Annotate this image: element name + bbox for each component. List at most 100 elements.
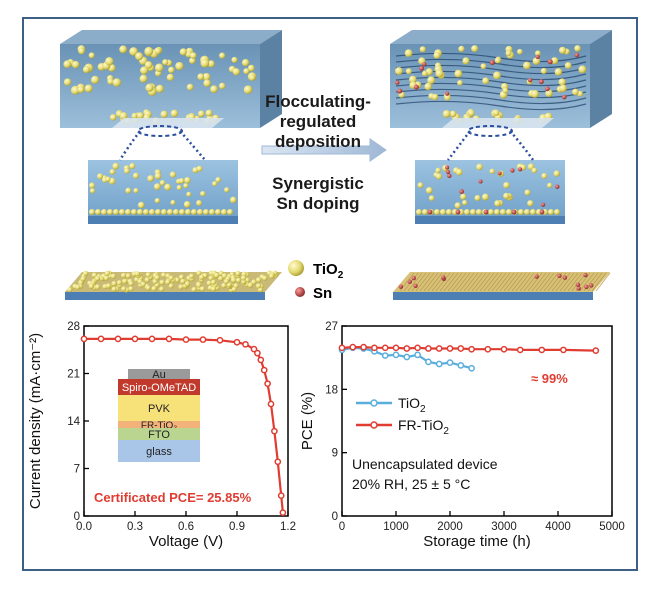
tio2-particle xyxy=(134,271,140,277)
data-point xyxy=(457,345,465,352)
tio2-particle xyxy=(125,209,131,215)
tio2-particle xyxy=(545,89,553,98)
doping-line-1: Synergistic xyxy=(272,174,364,193)
tio2-particle xyxy=(559,46,567,54)
y-axis-label: Current density (mA·cm⁻²) xyxy=(27,333,44,509)
tio2-particle xyxy=(422,209,428,215)
x-axis-label: Voltage (V) xyxy=(149,533,223,550)
tio2-particle xyxy=(189,52,197,59)
sn-particle xyxy=(445,165,450,170)
floc-strand xyxy=(395,100,587,111)
tio2-particle xyxy=(551,57,559,65)
tio2-particle xyxy=(208,275,214,281)
y-tick-label: 7 xyxy=(74,464,80,476)
sn-particle xyxy=(511,209,517,215)
left-film-surface xyxy=(65,270,282,300)
tio2-particle xyxy=(144,46,154,56)
sn-particle xyxy=(584,284,589,290)
left-film-zoom xyxy=(88,125,238,224)
tio2-particle xyxy=(212,181,218,187)
tio2-particle xyxy=(111,280,117,287)
right-film-zoom xyxy=(415,125,565,224)
tio2-particle xyxy=(449,110,457,118)
tio2-particle xyxy=(161,209,167,215)
tio2-particle xyxy=(493,109,500,116)
tio2-particle xyxy=(179,48,187,56)
tio2-particle xyxy=(159,286,165,292)
tio2-particle xyxy=(218,82,226,90)
plot-frame xyxy=(341,325,613,517)
tio2-particle xyxy=(219,52,226,59)
tio2-particle xyxy=(247,282,253,288)
data-point xyxy=(254,349,261,357)
tio2-particle xyxy=(170,200,176,206)
tio2-particle xyxy=(94,284,101,290)
data-point xyxy=(148,335,156,343)
tio2-particle xyxy=(197,209,203,215)
tio2-particle xyxy=(145,83,154,92)
stack-layer xyxy=(118,379,200,395)
data-point xyxy=(97,335,105,343)
tio2-particle xyxy=(442,110,451,118)
y-tick-label: 0 xyxy=(332,511,338,523)
legend-marker xyxy=(370,421,378,429)
tio2-particle xyxy=(518,209,524,215)
tio2-particle xyxy=(464,209,470,215)
tio2-particle xyxy=(119,209,125,215)
data-point xyxy=(274,458,282,466)
stack-layer-label: Au xyxy=(152,369,165,381)
tio2-particle xyxy=(113,209,119,215)
tio2-particle xyxy=(547,182,553,188)
data-point xyxy=(560,346,567,354)
sn-particle xyxy=(588,283,594,288)
tio2-particle xyxy=(435,69,444,78)
tio2-particle xyxy=(548,209,554,215)
tio2-particle xyxy=(137,112,144,119)
data-point xyxy=(360,343,367,351)
tio2-particle xyxy=(178,274,185,280)
tio2-particle xyxy=(88,52,95,59)
tio2-particle xyxy=(207,60,215,68)
tio2-particle xyxy=(427,76,436,85)
data-point xyxy=(500,345,508,353)
tio2-particle xyxy=(162,59,169,66)
film-texture xyxy=(411,272,427,292)
tio2-particle xyxy=(517,48,523,55)
tio2-particle xyxy=(131,209,137,215)
film-texture xyxy=(439,272,455,292)
tio2-particle xyxy=(154,63,164,73)
tio2-particle xyxy=(188,273,195,279)
tio2-particle xyxy=(145,285,151,291)
tio2-particle xyxy=(243,68,250,75)
tio2-particle xyxy=(179,209,185,215)
tio2-particle xyxy=(231,286,237,292)
tio2-particle xyxy=(78,47,85,55)
sn-particle xyxy=(555,184,560,189)
data-point xyxy=(392,351,400,359)
data-point xyxy=(468,345,475,353)
film-texture xyxy=(507,272,523,292)
legend-tio2-ball xyxy=(288,260,304,276)
sn-particle xyxy=(395,80,400,85)
tio2-particle xyxy=(435,173,442,180)
tio2-particle xyxy=(196,200,202,206)
tio2-particle xyxy=(493,71,501,80)
data-point xyxy=(264,380,271,388)
tio2-particle xyxy=(119,45,128,54)
left-tio2-particles xyxy=(63,45,257,125)
doping-label: Synergistic Sn doping xyxy=(250,174,386,214)
tio2-particle xyxy=(109,114,117,121)
tio2-particle xyxy=(175,61,184,71)
tio2-particle xyxy=(502,87,509,94)
tio2-particle xyxy=(215,177,221,183)
sn-particle xyxy=(541,202,546,207)
tio2-particle xyxy=(435,167,441,174)
sn-particle xyxy=(478,179,483,184)
tio2-particle xyxy=(404,49,413,58)
y-axis-label: PCE (%) xyxy=(299,392,316,450)
process-line-1: Flocculating- xyxy=(265,92,371,111)
tio2-particle xyxy=(125,187,132,194)
film-texture xyxy=(479,272,495,292)
tio2-particle xyxy=(531,90,539,98)
tio2-particle xyxy=(169,171,176,178)
